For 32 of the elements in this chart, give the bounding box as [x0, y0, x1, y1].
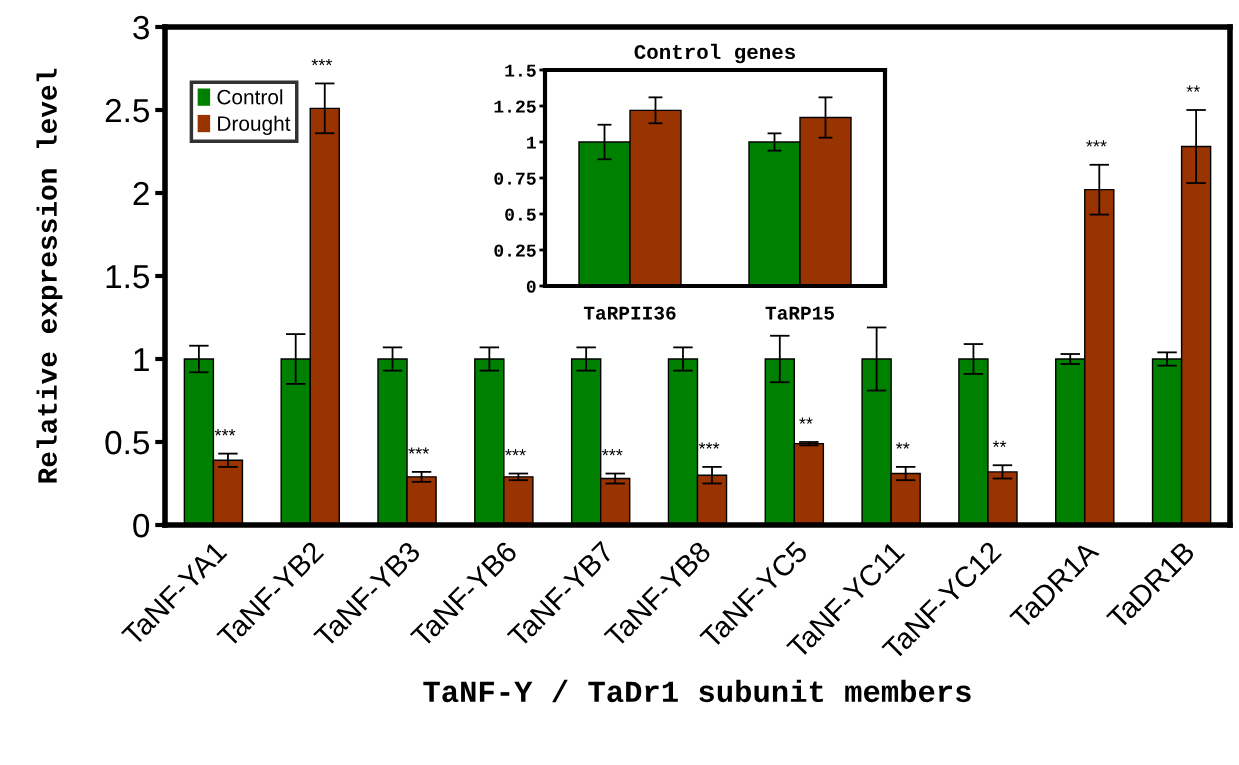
y-tick-label: 3: [133, 15, 149, 40]
annotation: ***: [311, 58, 333, 66]
y-tick-label: 1.25: [494, 100, 536, 113]
legend-label: Drought: [218, 115, 291, 136]
annotation: ***: [214, 429, 236, 436]
annotation: **: [896, 442, 910, 449]
y-tick-label: 2.5: [105, 98, 150, 123]
y-axis-title: Relative expression level: [36, 68, 63, 483]
y-tick-label: 1: [527, 136, 536, 149]
x-tick-label: TaRP15: [765, 306, 834, 320]
annotation: ***: [505, 449, 526, 456]
y-tick-label: 1.5: [505, 64, 536, 77]
y-tick-label: 2: [133, 181, 149, 206]
y-tick-label: 0.5: [505, 208, 536, 221]
annotation: **: [992, 440, 1007, 448]
y-tick-label: 0.75: [494, 172, 536, 185]
annotation: **: [1186, 85, 1200, 92]
annotation: **: [799, 417, 813, 424]
y-tick-label: 0: [526, 280, 536, 293]
x-axis-title: TaNF-Y / TaDr1 subunit members: [423, 679, 971, 703]
annotation: ***: [698, 442, 720, 449]
y-tick-label: 1: [134, 348, 149, 372]
annotation: ***: [602, 449, 623, 456]
annotation: ***: [1086, 140, 1107, 147]
y-tick-label: 0: [133, 513, 150, 538]
annotation: ***: [408, 447, 429, 454]
chart-title: Control genes: [634, 43, 795, 64]
x-tick-label: TaRPII36: [583, 306, 676, 320]
y-tick-label: 0.5: [105, 430, 150, 455]
legend-label: Control: [217, 89, 283, 105]
y-tick-label: 0.25: [494, 244, 536, 257]
y-tick-label: 1.5: [106, 265, 150, 289]
